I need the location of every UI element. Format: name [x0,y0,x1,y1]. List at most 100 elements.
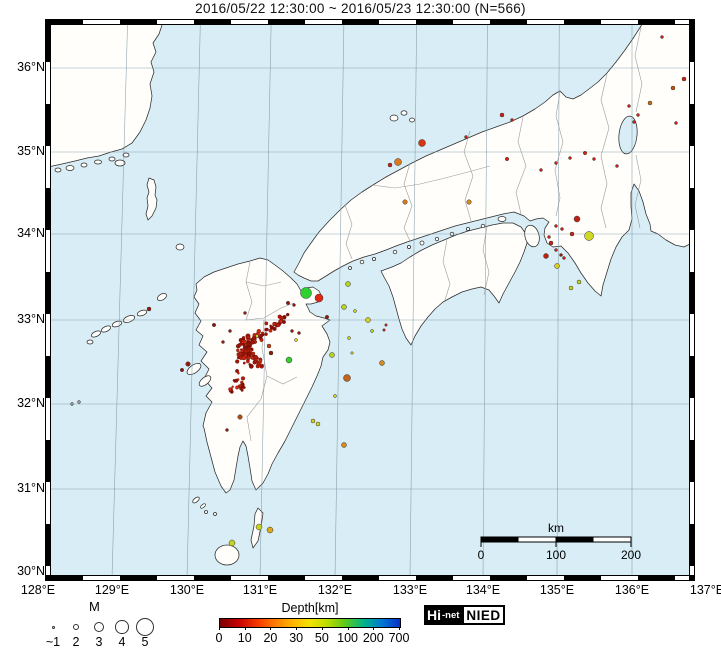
quake-dot [627,104,631,108]
quake-dot [239,352,243,356]
quake-dot [243,340,248,344]
depth-legend: Depth[km] 0 10 20 30 50 100 200 700 [216,601,410,648]
quake-dot [248,343,252,348]
quake-dot [241,336,246,340]
quake-dot [260,363,264,368]
quake-dot [268,328,273,333]
map-frame-corner [689,575,695,581]
map-frame-right [689,19,695,581]
quake-dot [233,380,237,383]
quake-dot [212,323,216,327]
quake-dot [559,253,563,257]
quake-dot [185,361,191,367]
magnitude-legend-label: 3 [95,635,103,649]
quake-dot [237,342,242,347]
magnitude-legend-label: 2 [72,635,80,649]
island [94,159,102,165]
depth-tick-label: 30 [289,631,304,645]
quake-dot [237,371,240,375]
quake-dot [260,331,265,335]
island [114,159,126,167]
quake-dot [250,340,255,345]
map-frame-corner [689,19,695,25]
quake-dot [272,322,276,326]
quake-dot [573,215,581,223]
quake-dot [394,158,402,166]
quake-dot [266,343,272,349]
magnitude-legend-circle [51,625,55,629]
quake-dot [264,321,269,326]
quake-dot [543,253,549,259]
quake-dot [272,326,277,331]
island [497,216,507,222]
magnitude-legend-circle [93,621,105,633]
island-yakushima [214,544,240,566]
lat-axis-label: 34°N [17,226,45,240]
quake-dot [264,332,268,336]
lon-axis-label: 137°E [689,583,721,597]
island-amakusa [186,362,202,376]
quake-dot [240,376,246,381]
quake-dot [235,385,239,390]
quake-dot [245,356,249,360]
land-shikoku [380,222,528,346]
quake-dot [647,100,653,106]
depth-tick-label: 0 [215,631,223,645]
islet [359,259,365,265]
lat-axis-label: 30°N [17,564,45,578]
quake-dot [255,523,263,531]
map-frame-left [45,19,51,581]
quake-dot [418,139,426,147]
quake-dot [547,235,551,239]
map-frame-top [45,19,695,25]
quake-dot [554,263,560,269]
quake-dot [235,359,240,364]
nied-logo-text: NIED [462,605,505,625]
depth-tick-mark [270,627,272,630]
quake-dot [248,363,251,366]
lat-axis-label: 32°N [17,396,45,410]
japan-map: km 0 100 200 [48,22,692,578]
grid-meridian [186,22,201,578]
quake-dot [382,328,386,332]
lon-axis-label: 133°E [392,583,428,597]
quake-dot [251,351,256,356]
quake-dot [290,329,294,333]
island [65,165,75,171]
map-frame-bottom [45,575,695,581]
depth-tick-mark [219,627,220,630]
quake-dot [569,231,575,237]
quake-dot [660,35,664,39]
quake-dot [562,256,566,260]
lon-axis-label: 136°E [614,583,650,597]
quake-dot [221,340,225,344]
scale-bar-tick-label: 0 [478,548,485,562]
grid-meridian [334,22,345,578]
quake-dot [670,85,676,91]
depth-tick-mark [399,627,400,630]
quake-dot [568,156,572,160]
quake-dot [560,227,564,231]
quake-dot [239,338,243,342]
islet [480,223,486,229]
grid-meridian [409,22,417,578]
magnitude-legend-label: 5 [141,635,149,649]
quake-dot [636,113,640,117]
quake-dot [632,120,636,124]
quake-dot [341,442,347,448]
quake-dot [246,351,252,357]
quake-dot [370,329,374,333]
map-frame-corner [45,575,51,581]
quake-dot [286,312,290,317]
grid-meridian [482,22,488,578]
quake-dot [347,336,351,340]
islet [434,236,440,242]
quake-dot [268,350,274,356]
island-koshiki [192,496,200,504]
islet [407,245,411,249]
quake-dot [243,311,247,315]
map-frame-corner [45,19,51,25]
quake-dot [329,352,335,358]
hinet-nied-logo: Hi -net NIED [424,605,505,625]
quake-dot [235,369,240,373]
